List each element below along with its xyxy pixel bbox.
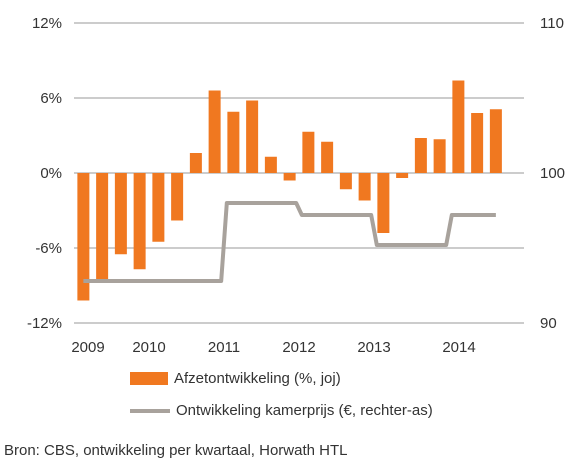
bar bbox=[283, 173, 296, 181]
x-axis-tick-label: 2009 bbox=[71, 339, 104, 356]
bar bbox=[208, 90, 221, 173]
left-axis-tick-label: 6% bbox=[40, 90, 62, 107]
bar bbox=[246, 100, 259, 173]
bar bbox=[396, 173, 409, 178]
bar bbox=[489, 109, 502, 173]
price-line bbox=[83, 201, 496, 283]
chart: 12% 6% 0% -6% -12% 110 100 90 2009 2010 2011 2012… bbox=[27, 15, 565, 356]
left-axis-ticks: 12% 6% 0% -6% -12% bbox=[27, 15, 62, 332]
bar bbox=[339, 173, 352, 190]
source-note: Bron: CBS, ontwikkeling per kwartaal, Ho… bbox=[4, 442, 348, 459]
x-axis-tick-label: 2013 bbox=[357, 339, 390, 356]
left-axis-tick-label: -12% bbox=[27, 315, 62, 332]
bar bbox=[414, 138, 427, 173]
right-axis-tick-label: 100 bbox=[540, 165, 565, 182]
bar bbox=[358, 173, 371, 201]
bar bbox=[96, 173, 109, 281]
legend-bar-swatch bbox=[130, 372, 168, 385]
left-axis-tick-label: 0% bbox=[40, 165, 62, 182]
bar bbox=[114, 173, 127, 255]
right-axis-tick-label: 90 bbox=[540, 315, 557, 332]
bar bbox=[471, 113, 484, 173]
gridlines bbox=[74, 22, 524, 324]
bar bbox=[264, 156, 277, 173]
bar bbox=[452, 80, 465, 173]
right-axis-tick-label: 110 bbox=[540, 15, 564, 32]
bar bbox=[302, 131, 315, 173]
bar bbox=[77, 173, 90, 301]
line-series bbox=[83, 201, 496, 283]
right-axis-ticks: 110 100 90 bbox=[540, 15, 565, 332]
left-axis-tick-label: 12% bbox=[32, 15, 62, 32]
x-axis-tick-label: 2011 bbox=[208, 339, 240, 356]
legend-line-swatch bbox=[130, 408, 170, 413]
bar bbox=[321, 141, 334, 173]
bar-series bbox=[77, 80, 502, 301]
legend-bar-entry: Afzetontwikkeling (%, joj) bbox=[130, 370, 341, 387]
bar bbox=[152, 173, 165, 242]
bar bbox=[377, 173, 390, 233]
bar bbox=[227, 111, 240, 173]
left-axis-tick-label: -6% bbox=[35, 240, 62, 257]
legend-line-label: Ontwikkeling kamerprijs (€, rechter-as) bbox=[176, 402, 433, 419]
x-axis-tick-label: 2014 bbox=[442, 339, 475, 356]
bar bbox=[133, 173, 146, 270]
bar bbox=[189, 153, 202, 173]
legend-line-entry: Ontwikkeling kamerprijs (€, rechter-as) bbox=[130, 402, 433, 419]
legend-bar-label: Afzetontwikkeling (%, joj) bbox=[174, 370, 341, 387]
bar bbox=[433, 139, 446, 173]
x-axis-ticks: 2009 2010 2011 2012 2013 2014 bbox=[71, 339, 475, 356]
bar bbox=[171, 173, 184, 221]
x-axis-tick-label: 2010 bbox=[132, 339, 165, 356]
x-axis-tick-label: 2012 bbox=[282, 339, 315, 356]
